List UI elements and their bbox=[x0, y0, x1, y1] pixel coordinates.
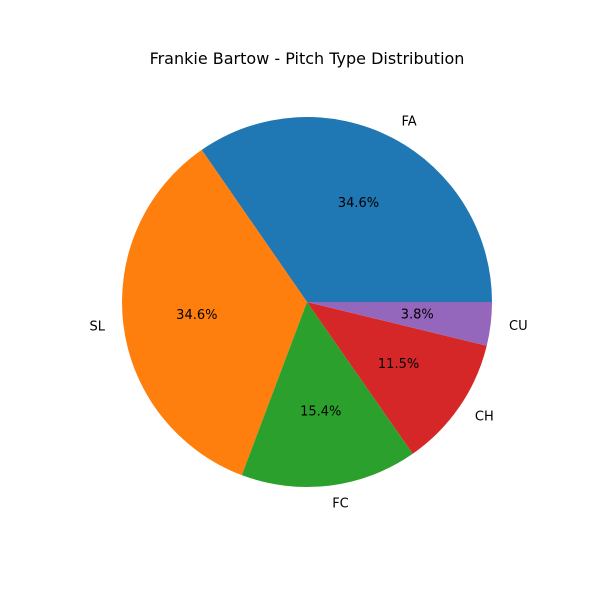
pie-slice-fa bbox=[201, 117, 493, 303]
pie-pct-ch: 11.5% bbox=[378, 357, 419, 372]
chart-title: Frankie Bartow - Pitch Type Distribution bbox=[150, 49, 465, 68]
pie-label-fc: FC bbox=[332, 496, 349, 511]
pie-pct-fc: 15.4% bbox=[300, 405, 341, 420]
pie-pct-cu: 3.8% bbox=[401, 308, 434, 323]
pie-slice-sl bbox=[122, 149, 307, 476]
pie-pct-sl: 34.6% bbox=[176, 308, 217, 323]
pie-label-fa: FA bbox=[401, 114, 416, 129]
pie-slice-ch bbox=[307, 302, 487, 454]
pie-slice-cu bbox=[307, 302, 492, 346]
pie-label-cu: CU bbox=[509, 319, 528, 334]
pie-labels: FA 34.6% SL 34.6% FC 15.4% CH 11.5% CU 3.8% bbox=[90, 114, 528, 511]
pie-label-ch: CH bbox=[475, 410, 494, 425]
pie-label-sl: SL bbox=[90, 319, 106, 334]
pie-pct-fa: 34.6% bbox=[338, 196, 379, 211]
pie-slices bbox=[122, 117, 493, 487]
pie-slice-fc bbox=[241, 302, 413, 487]
